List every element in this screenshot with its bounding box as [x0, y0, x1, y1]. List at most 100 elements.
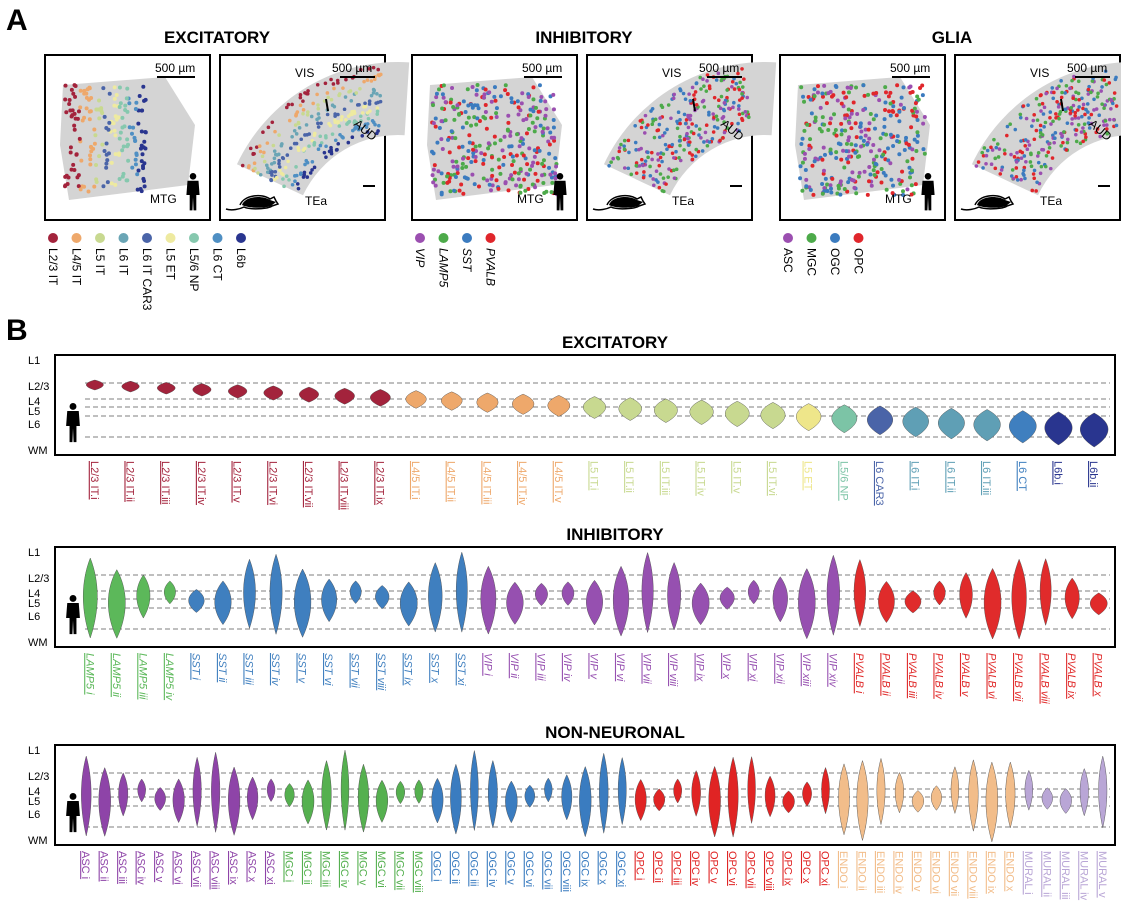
cell-dot [854, 143, 858, 147]
cell-dot [473, 182, 477, 186]
cluster-label: ASC iii [116, 851, 128, 884]
cell-dot [883, 85, 887, 89]
legend-swatch [72, 233, 82, 243]
cluster-label: LAMP5 iii [136, 653, 148, 700]
cell-dot [830, 177, 834, 181]
cell-dot [829, 190, 833, 194]
cell-dot [684, 97, 688, 101]
region-label: TEa [305, 194, 327, 208]
cell-dot [484, 103, 488, 107]
cell-dot [94, 108, 98, 112]
cell-dot [889, 114, 893, 118]
cell-dot [1096, 92, 1100, 96]
cell-dot [1038, 103, 1042, 107]
cell-dot [92, 185, 96, 189]
cell-dot [140, 189, 144, 193]
cell-dot [364, 105, 368, 109]
cell-dot [1066, 141, 1070, 145]
cell-dot [277, 133, 281, 137]
cell-dot [1012, 177, 1016, 181]
cell-dot [883, 117, 887, 121]
cell-dot [1022, 104, 1026, 108]
cell-dot [517, 105, 521, 109]
cell-dot [470, 173, 474, 177]
cell-dot [873, 127, 877, 131]
cell-dot [708, 140, 712, 144]
cell-dot [110, 181, 114, 185]
cell-dot [110, 161, 114, 165]
cell-dot [88, 157, 92, 161]
cell-dot [921, 93, 925, 97]
cell-dot [877, 98, 881, 102]
cell-dot [74, 117, 78, 121]
cell-dot [296, 146, 300, 150]
cell-dot [482, 177, 486, 181]
cell-dot [468, 141, 472, 145]
cell-dot [1003, 148, 1007, 152]
cell-dot [85, 106, 89, 110]
cell-dot [326, 96, 330, 100]
cell-dot [134, 158, 138, 162]
cell-dot [93, 142, 97, 146]
cell-dot [474, 145, 478, 149]
cell-dot [652, 183, 656, 187]
cell-dot [737, 107, 741, 111]
cell-dot [305, 123, 309, 127]
cell-dot [434, 184, 438, 188]
cell-dot [705, 89, 709, 93]
cell-dot [89, 145, 93, 149]
cell-dot [998, 147, 1002, 151]
cell-dot [341, 86, 345, 90]
cluster-label: ASC i [79, 851, 91, 879]
layer-label: L2/3 [28, 771, 49, 783]
cell-dot [74, 153, 78, 157]
cell-dot [834, 128, 838, 132]
cell-dot [712, 130, 716, 134]
cell-dot [702, 84, 706, 88]
cell-dot [861, 108, 865, 112]
cell-dot [144, 98, 148, 102]
cell-dot [1099, 89, 1103, 93]
cell-dot [1075, 128, 1079, 132]
cell-dot [293, 174, 297, 178]
cell-dot [618, 146, 622, 150]
cluster-label: PVALB vi [986, 653, 998, 699]
cell-dot [627, 139, 631, 143]
layer-label: L6 [28, 419, 40, 431]
cell-dot [536, 161, 540, 165]
cell-dot [290, 135, 294, 139]
cell-dot [868, 173, 872, 177]
cell-dot [542, 158, 546, 162]
cell-dot [1039, 171, 1043, 175]
cluster-label: L6b.ii [1087, 461, 1099, 487]
cell-dot [727, 107, 731, 111]
cell-dot [658, 135, 662, 139]
cell-dot [866, 93, 870, 97]
cell-dot [138, 94, 142, 98]
cell-dot [506, 129, 510, 133]
cell-dot [840, 132, 844, 136]
cell-dot [666, 175, 670, 179]
cell-dot [1115, 124, 1119, 128]
cell-dot [553, 156, 557, 160]
region-label: TEa [1040, 194, 1062, 208]
cluster-label: MGC i [283, 851, 295, 882]
cell-dot [801, 95, 805, 99]
cell-dot [346, 121, 350, 125]
cell-dot [653, 136, 657, 140]
cell-dot [997, 155, 1001, 159]
cell-dot [485, 178, 489, 182]
cell-dot [323, 151, 327, 155]
cell-dot [318, 134, 322, 138]
cell-dot [1019, 116, 1023, 120]
cell-dot [802, 100, 806, 104]
cell-dot [813, 94, 817, 98]
cell-dot [1075, 140, 1079, 144]
cell-dot [847, 135, 851, 139]
cell-dot [140, 108, 144, 112]
cell-dot [324, 134, 328, 138]
cell-dot [1059, 79, 1063, 83]
head [557, 173, 564, 180]
cell-dot [800, 189, 804, 193]
cell-dot [81, 119, 85, 123]
